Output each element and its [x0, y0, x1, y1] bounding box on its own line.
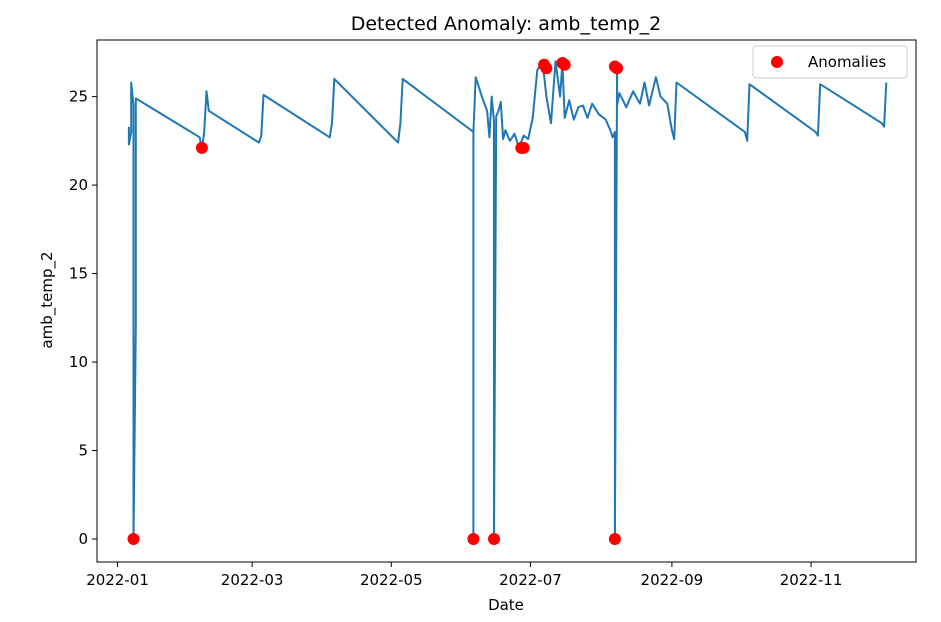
anomaly-point [127, 533, 140, 545]
y-tick-label: 15 [69, 265, 88, 283]
x-axis-label: Date [488, 596, 524, 614]
legend: Anomalies [752, 45, 908, 79]
anomaly-point [517, 141, 530, 154]
legend-anomaly-marker [771, 56, 783, 68]
series-line-amb-temp-2 [127, 60, 888, 540]
anomaly-point [488, 533, 500, 545]
legend-box [752, 45, 908, 79]
plot-area [127, 57, 888, 545]
axes: 2022-01 2022-03 2022-05 2022-07 2022-09 2022-… [69, 39, 917, 589]
anomaly-point [540, 62, 553, 75]
anomaly-point [611, 62, 624, 75]
legend-label-anomalies: Anomalies [808, 53, 886, 71]
x-tick-label: 2022-01 [86, 571, 149, 589]
y-axis-label: amb_temp_2 [38, 251, 57, 348]
x-tick-label: 2022-07 [499, 571, 562, 589]
x-tick-label: 2022-05 [360, 571, 423, 589]
y-tick-label: 20 [69, 176, 88, 194]
anomaly-point [467, 533, 480, 545]
x-tick-label: 2022-03 [221, 571, 284, 589]
y-tick-label: 0 [78, 530, 88, 548]
y-tick-label: 5 [78, 442, 88, 460]
axes-frame [96, 39, 917, 563]
x-tick-label: 2022-09 [641, 571, 704, 589]
y-tick-label: 25 [69, 88, 88, 106]
anomaly-point [608, 533, 621, 545]
anomaly-point [195, 141, 208, 154]
chart-title: Detected Anomaly: amb_temp_2 [351, 13, 662, 35]
y-tick-label: 10 [69, 353, 88, 371]
anomaly-point [558, 58, 571, 71]
x-tick-label: 2022-11 [780, 571, 843, 589]
